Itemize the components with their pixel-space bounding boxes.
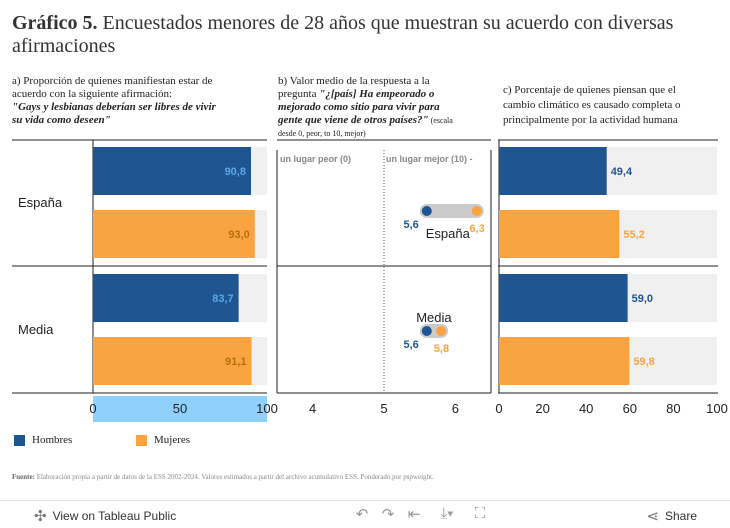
bar-c-espana-mujeres bbox=[499, 210, 620, 258]
revert-icon[interactable]: ⇤ bbox=[407, 506, 421, 523]
panel-b-subtitle: b) Valor medio de la respuesta a la preg… bbox=[278, 75, 498, 140]
tick-label-a: 50 bbox=[173, 401, 187, 416]
panel-b-quote: gente que viene de otros países?" bbox=[278, 114, 429, 126]
share-button[interactable]: ⋖ Share bbox=[646, 507, 697, 525]
share-icon: ⋖ bbox=[646, 508, 659, 525]
dot-espana-mujeres bbox=[471, 206, 482, 216]
tick-label-b: 6 bbox=[452, 401, 459, 416]
panel-c-line: principalmente por la actividad humana bbox=[503, 114, 678, 126]
panel-b-scale: (escala bbox=[428, 116, 453, 125]
share-label: Share bbox=[664, 509, 697, 523]
panel-a-axis-highlight bbox=[93, 396, 267, 422]
toolbar: ↶ ↷ ⇤ ⤓▾ ⛶ bbox=[349, 505, 493, 523]
view-on-tableau-link[interactable]: ✣ View on Tableau Public bbox=[34, 507, 176, 525]
data-label-c-media-hombres: 59,0 bbox=[632, 293, 653, 305]
legend-item-mujeres[interactable]: Mujeres bbox=[136, 434, 190, 446]
tableau-footer: ✣ View on Tableau Public ↶ ↷ ⇤ ⤓▾ ⛶ ⋖ Sh… bbox=[0, 500, 730, 528]
footnote-text: Elaboración propia a partir de datos de … bbox=[34, 473, 434, 481]
title-label: Gráfico 5. bbox=[12, 12, 98, 34]
bar-c-espana-hombres bbox=[499, 147, 607, 195]
panel-a-line: acuerdo con la siguiente afirmación: bbox=[12, 88, 173, 100]
bar-a-media-hombres bbox=[93, 274, 239, 322]
download-icon[interactable]: ⤓▾ bbox=[440, 505, 454, 522]
fullscreen-icon[interactable]: ⛶ bbox=[474, 505, 486, 522]
undo-icon[interactable]: ↶ bbox=[355, 506, 369, 523]
data-label-c-espana-mujeres: 55,2 bbox=[623, 229, 644, 241]
dot-label-media-hombres: 5,6 bbox=[404, 339, 419, 351]
legend-label-hombres: Hombres bbox=[32, 434, 73, 446]
dot-espana-hombres bbox=[421, 206, 432, 216]
data-label-a-media-hombres: 83,7 bbox=[212, 293, 233, 305]
tableau-logo-icon: ✣ bbox=[34, 508, 47, 525]
legend-swatch-hombres bbox=[14, 434, 25, 446]
tick-label-c: 60 bbox=[623, 401, 637, 416]
dot-media-mujeres bbox=[436, 326, 447, 336]
tick-label-b: 4 bbox=[309, 401, 316, 416]
dot-label-espana-mujeres: 6,3 bbox=[469, 223, 484, 235]
annotation-lugar-peor: un lugar peor (0) bbox=[280, 154, 351, 164]
tick-label-c: 100 bbox=[706, 401, 728, 416]
footnote: Fuente: Elaboración propia a partir de d… bbox=[12, 473, 434, 481]
panel-b-quote: "¿[país] Ha empeorado o bbox=[319, 88, 435, 100]
category-label-espana: España bbox=[18, 195, 63, 210]
data-label-a-media-mujeres: 91,1 bbox=[225, 356, 246, 368]
bar-c-media-mujeres bbox=[499, 337, 630, 385]
data-label-c-media-mujeres: 59,8 bbox=[633, 356, 654, 368]
title-text: Encuestados menores de 28 años que muest… bbox=[12, 12, 674, 57]
page-title: Gráfico 5. Encuestados menores de 28 año… bbox=[12, 12, 717, 58]
panel-a-line: a) Proporción de quienes manifiestan est… bbox=[12, 75, 213, 87]
panel-b-quote: mejorado como sitio para vivir para bbox=[278, 101, 440, 113]
tick-label-a: 0 bbox=[89, 401, 96, 416]
panel-c-line: cambio climático es causado completa o bbox=[503, 99, 681, 111]
tick-label-a: 100 bbox=[256, 401, 278, 416]
bar-a-media-mujeres bbox=[93, 337, 252, 385]
panel-b-line: pregunta bbox=[278, 88, 320, 100]
legend-label-mujeres: Mujeres bbox=[154, 434, 191, 446]
panel-c-subtitle: c) Porcentaje de quienes piensan que el … bbox=[503, 83, 718, 128]
tick-label-c: 80 bbox=[666, 401, 680, 416]
dot-label-espana-hombres: 5,6 bbox=[404, 219, 419, 231]
tick-label-c: 20 bbox=[535, 401, 549, 416]
panel-b-scale: desde 0, peor, to 10, mejor) bbox=[278, 129, 366, 138]
dot-media-hombres bbox=[421, 326, 432, 336]
panel-b-line: b) Valor medio de la respuesta a la bbox=[278, 75, 430, 87]
dot-category-label-espana: España bbox=[426, 226, 471, 241]
view-on-tableau-label: View on Tableau Public bbox=[52, 509, 177, 523]
legend-swatch-mujeres bbox=[136, 434, 147, 446]
panel-a-quote: "Gays y lesbianas deberían ser libres de… bbox=[12, 101, 216, 113]
bar-c-media-hombres bbox=[499, 274, 628, 322]
data-label-a-espana-hombres: 90,8 bbox=[225, 166, 246, 178]
bar-a-espana-mujeres bbox=[93, 210, 255, 258]
dot-label-media-mujeres: 5,8 bbox=[434, 343, 449, 355]
annotation-lugar-mejor: un lugar mejor (10) - bbox=[386, 154, 473, 164]
dot-category-label-media: Media bbox=[416, 310, 452, 325]
tick-label-c: 0 bbox=[495, 401, 502, 416]
tick-label-c: 40 bbox=[579, 401, 593, 416]
legend-item-hombres[interactable]: Hombres bbox=[14, 434, 72, 446]
data-label-c-espana-hombres: 49,4 bbox=[611, 166, 633, 178]
tick-label-b: 5 bbox=[380, 401, 387, 416]
redo-icon[interactable]: ↷ bbox=[381, 506, 395, 523]
panel-a-quote: su vida como deseen" bbox=[12, 114, 111, 126]
footnote-label: Fuente: bbox=[12, 473, 35, 481]
data-label-a-espana-mujeres: 93,0 bbox=[228, 229, 249, 241]
category-label-media: Media bbox=[18, 322, 54, 337]
panel-c-line: c) Porcentaje de quienes piensan que el bbox=[503, 84, 676, 96]
bar-a-espana-hombres bbox=[93, 147, 251, 195]
panel-a-subtitle: a) Proporción de quienes manifiestan est… bbox=[12, 75, 272, 127]
